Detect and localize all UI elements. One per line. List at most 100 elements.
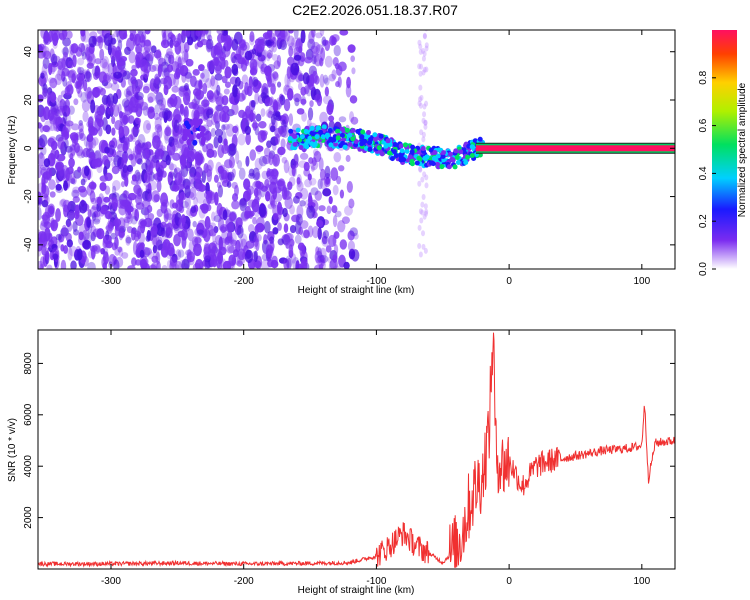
spectrogram-cell [72,220,78,233]
spectrogram-xtick-label: -200 [234,276,254,287]
spectrogram-cell [78,223,88,237]
spectrogram-cell [62,76,68,87]
spectrogram-cell [317,227,322,240]
spectrogram-cell [41,199,49,208]
spectrogram-cell [115,139,122,149]
spectrogram-cell [267,259,274,268]
spectrogram-cell [166,47,173,57]
spectrogram-cell [254,91,260,105]
spectrogram-cell [112,259,117,266]
spectrogram-cell [223,88,230,95]
spectrogram-cell [272,153,280,167]
spectrogram-cell [44,120,52,133]
spectrogram-cell [65,218,72,228]
spectrogram-cell [68,170,76,184]
spectrogram-cell [182,91,191,106]
spectrogram-cell [306,205,316,219]
spectrogram-cell [316,219,324,228]
spectrogram-cell [267,237,274,245]
spectrogram-cell [424,42,429,49]
snr-xtick-label: -200 [234,576,254,587]
spectrogram-cell [422,32,427,39]
spectrogram-cell [81,99,91,112]
spectrogram-cell [318,257,326,264]
spectrogram-cell [315,125,321,131]
spectrogram-cell [283,159,290,174]
spectrogram-cell [153,248,160,260]
spectrogram-cell [52,253,59,260]
spectrogram-cell [88,139,94,150]
spectrogram-cell [131,257,137,267]
spectrogram-cell [70,178,76,185]
spectrogram-cell [244,50,253,61]
snr-ytick-label: 2000 [23,506,34,529]
spectrogram-cell [193,196,198,207]
spectrogram-cell [326,205,332,215]
spectrogram-cell [80,31,86,42]
spectrogram-cell [92,244,101,254]
spectrogram-cell [291,214,300,223]
spectrogram-cell [151,234,160,247]
spectrogram-cell [308,192,313,207]
spectrogram-cell [307,118,312,128]
spectrogram-cell [303,161,310,172]
spectrogram-cell [134,140,141,147]
spectrogram-cell [258,120,267,129]
spectrogram-cell [126,164,134,173]
spectrogram-cell [75,76,85,90]
spectrogram-cell [192,236,199,248]
spectrogram-cell [295,38,303,53]
spectrogram-cell [205,78,212,89]
spectrogram-cell [421,230,426,237]
spectrogram-cell [319,247,327,261]
spectrogram-cell [343,261,350,269]
spectrogram-cell [286,257,292,269]
spectrogram-cell [137,30,144,36]
spectrogram-cell [215,209,221,216]
spectrogram-cell [349,227,358,237]
spectrogram-cell [393,153,399,159]
spectrogram-cell [81,229,90,241]
spectrogram-cell [332,184,339,196]
spectrogram-cell [328,195,333,205]
spectrogram-cell [155,49,162,61]
spectrogram-cell [189,187,197,201]
spectrogram-cell [146,123,151,131]
spectrogram-cell [235,239,241,253]
spectrogram-cell [387,142,393,148]
spectrogram-cell [163,84,169,96]
spectrogram-cell [319,254,325,263]
spectrogram-cell [289,204,295,215]
spectrogram-cell [255,180,262,189]
spectrogram-cell [270,83,276,95]
spectrogram-cell [161,30,166,39]
spectrogram-cell [86,184,93,196]
spectrogram-cell [241,89,247,101]
spectrogram-cell [78,185,87,193]
spectrogram-cell [134,91,144,101]
spectrogram-cell [104,146,110,154]
spectrogram-cell [113,218,122,227]
spectrogram-cell [238,167,246,180]
spectrogram-cell [129,31,139,41]
spectrogram-cell [315,246,320,256]
spectrogram-cell [113,30,120,38]
snr-ytick-label: 8000 [23,352,34,375]
spectrogram-cell [288,30,294,34]
spectrogram-cell [132,240,138,255]
spectrogram-cell [392,141,398,147]
spectrogram-cell [231,181,238,189]
spectrogram-cell [307,107,314,121]
spectrogram-cell [71,176,77,185]
spectrogram-cell [232,125,239,134]
spectrogram-cell [279,94,286,106]
spectrogram-xtick-label: -300 [101,276,121,287]
snr-xlabel: Height of straight line (km) [298,585,415,596]
spectrogram-cell [156,180,162,193]
spectrogram-cell [162,241,167,250]
spectrogram-cell [423,119,428,126]
spectrogram-cell [225,123,235,137]
spectrogram-cell [192,139,198,146]
spectrogram-xtick-label: 100 [633,276,650,287]
